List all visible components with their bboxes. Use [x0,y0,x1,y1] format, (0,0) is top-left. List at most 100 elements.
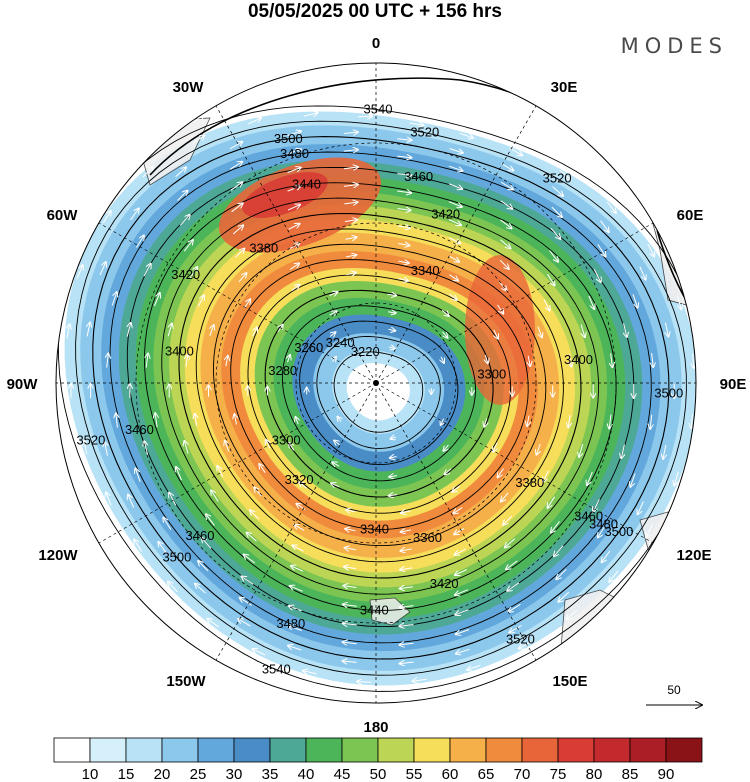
contour-label: 3420 [430,576,459,591]
wind-vector [135,468,141,482]
wind-vector [290,586,303,592]
colorbar-swatch [305,737,343,763]
wind-vector [509,625,522,633]
wind-vector [581,324,585,338]
wind-vector [593,269,601,283]
wind-vector [343,586,357,588]
contour-label: 3260 [294,340,323,355]
wind-vector [413,679,427,681]
wind-vector [509,147,522,155]
wind-vector [691,413,692,428]
wind-vector [127,323,130,337]
wind-vector [448,293,457,300]
wind-vectors [48,95,715,701]
contour-label: 3460 [404,169,433,184]
wind-vector [155,413,157,428]
wind-vector [497,304,504,314]
wind-vector [600,220,609,232]
longitude-label-30e: 30E [551,79,578,96]
colorbar-swatch [665,737,703,763]
colorbar-tick-label: 10 [82,766,99,782]
colorbar-swatch [557,737,595,763]
wind-vector [288,224,300,230]
contour-label: 3440 [292,176,321,191]
wind-vector [399,606,414,608]
colorbar-swatch [449,737,487,763]
wind-vector [551,206,562,217]
contour-label: 3480 [589,517,618,532]
wind-vector [143,264,151,277]
contour-label: 3380 [249,240,278,255]
wind-vector [602,550,611,562]
wind-vector [230,162,242,170]
wind-vector [579,444,583,457]
wind-vector [597,244,606,257]
wind-vector [205,640,218,649]
colorbar-swatch [485,737,523,763]
wind-vector [332,462,340,466]
wind-vector [467,664,481,670]
wind-vector [346,273,356,275]
contour-label: 3500 [162,550,191,565]
wind-vector [398,244,409,246]
wind-vector [568,415,570,427]
wind-vector [400,643,414,645]
contour-label: 3460 [125,422,154,437]
wind-vector [343,661,357,662]
wind-vector [250,510,260,520]
contour-label: 3520 [76,433,105,448]
contour-label: 3440 [360,602,389,617]
wind-vector [500,181,513,190]
wind-vector [456,648,470,653]
wind-vector [441,418,444,425]
wind-vector [448,201,462,207]
colorbar-tick-label: 20 [154,766,171,782]
contour-label: 3420 [171,267,200,282]
wind-vector [388,329,396,331]
wind-vector [606,201,616,213]
wind-vector [345,255,356,257]
geopotential-contours [57,77,696,692]
wind-vector [500,200,513,209]
wind-vector [242,576,254,585]
wind-vector [247,99,261,106]
wind-vector [452,485,461,492]
wind-vector [186,355,188,367]
wind-vector [558,591,570,602]
wind-vector [296,417,299,425]
wind-vector [409,106,424,108]
contour-label: 3520 [543,170,572,185]
wind-vector [676,295,681,310]
wind-vector [225,441,229,452]
wind-vector [503,515,513,525]
wind-vector [206,514,215,526]
wind-vector [303,671,317,674]
contour-label: 3460 [574,509,603,524]
wind-vector [397,139,411,141]
wind-vector [294,525,305,531]
wind-vector [176,467,182,481]
wind-vector [76,265,82,279]
wind-vector [510,129,522,137]
wind-vector [609,414,611,429]
wind-vector [443,331,448,338]
contour-label: 3460 [186,528,215,543]
colorbar-swatch [269,737,307,763]
wind-vector [235,249,245,258]
wind-vector [389,495,398,496]
wind-vector [287,186,301,192]
wind-vector [169,493,177,506]
wind-vector [202,538,212,549]
wind-vector [390,437,397,439]
wind-vector [507,582,520,591]
colorbar-swatch [161,737,199,763]
wind-vector [390,457,397,459]
wind-vector [400,587,413,589]
wind-vector [232,225,243,235]
wind-vector [287,131,301,137]
wind-vector [287,149,301,155]
wind-vector [566,609,578,619]
contour-label: 3380 [515,475,544,490]
wind-vector [247,533,257,542]
